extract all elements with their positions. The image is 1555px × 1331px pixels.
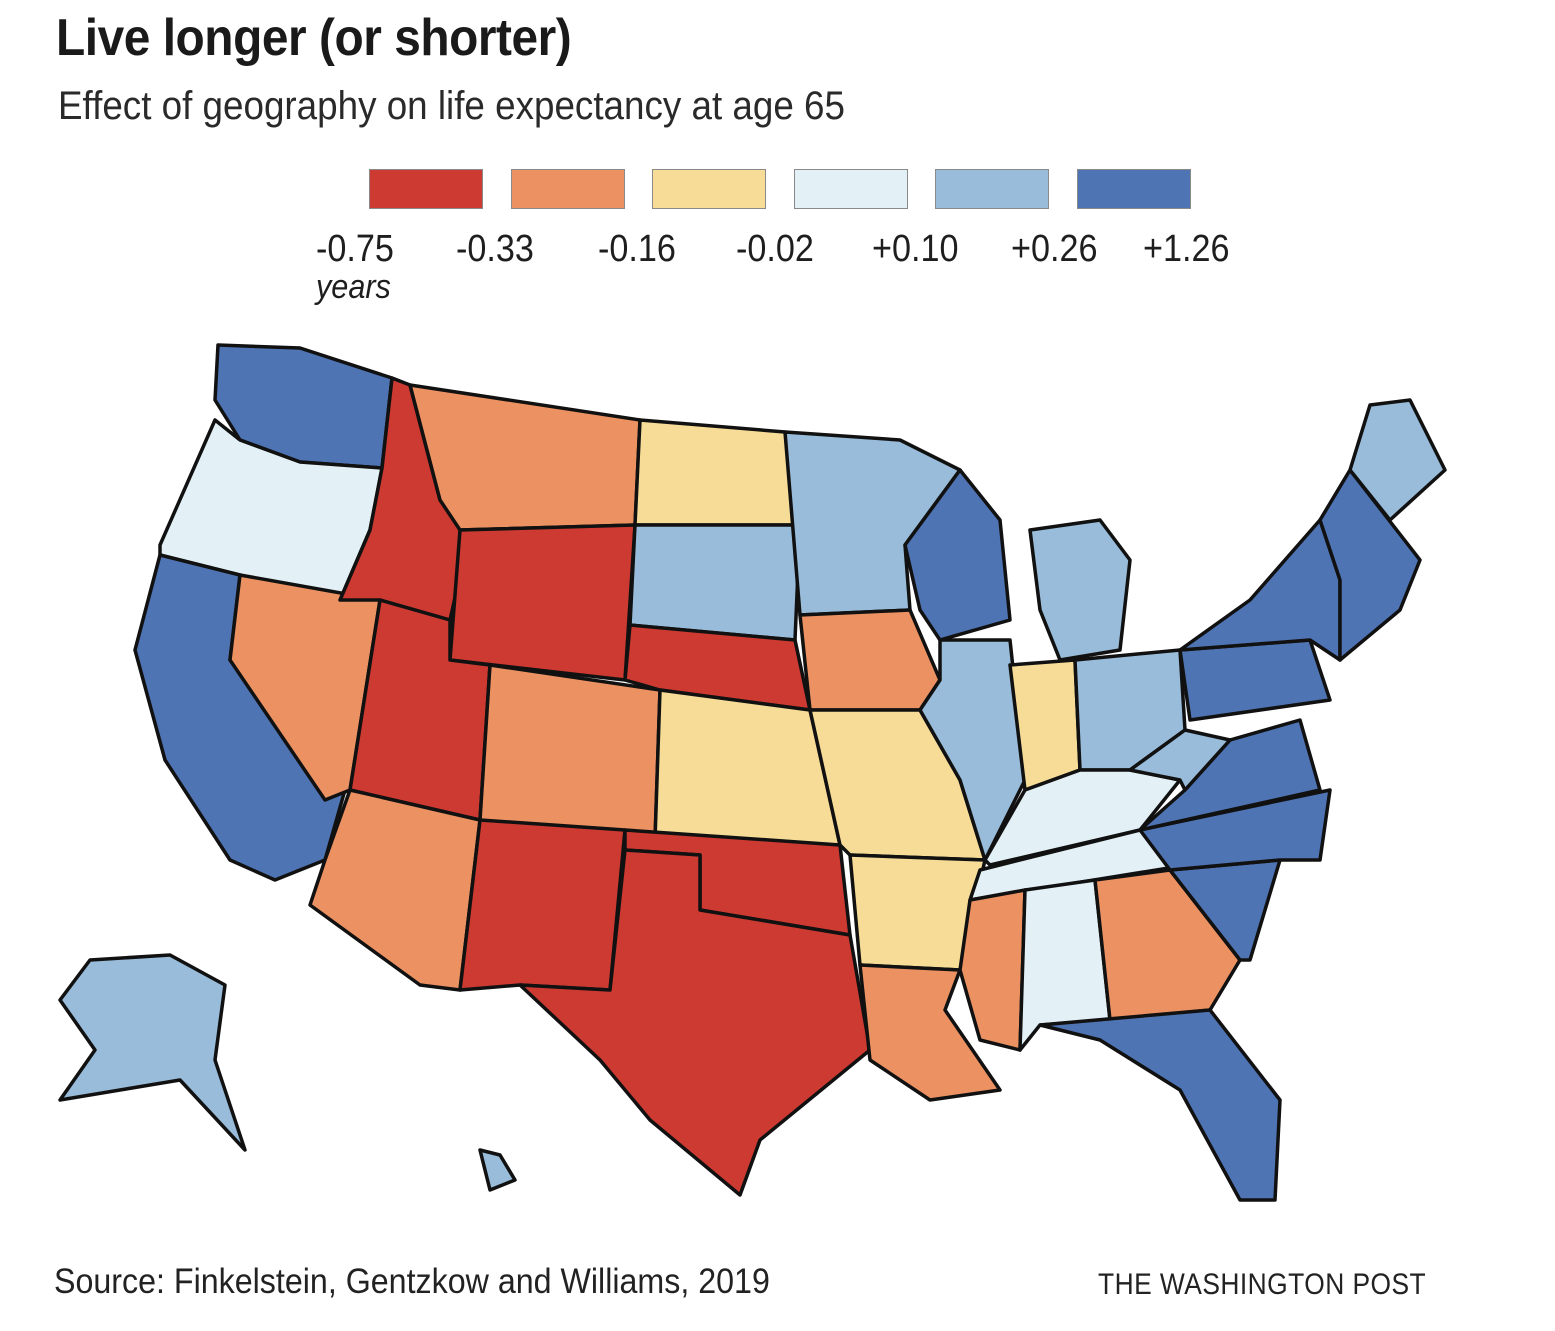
legend-tick-label: -0.75 — [316, 228, 394, 270]
state-region-north-dakota — [633, 418, 802, 527]
legend-swatch — [935, 169, 1049, 209]
color-legend: -0.75 -0.33 -0.16 -0.02 +0.10 +0.26 +1.2… — [300, 160, 1300, 310]
publisher-credit: THE WASHINGTON POST — [1098, 1268, 1427, 1301]
legend-swatch — [794, 169, 908, 209]
state-region-colorado — [478, 663, 662, 842]
legend-tick-label: +1.26 — [1143, 228, 1230, 270]
state-region-georgia — [1093, 868, 1242, 1022]
state-regions — [58, 343, 1447, 1202]
state-region-florida — [1038, 1008, 1282, 1202]
state-region-montana — [408, 383, 642, 532]
legend-tick-label: +0.26 — [1011, 228, 1098, 270]
legend-swatch — [511, 169, 625, 209]
legend-swatch — [652, 169, 766, 209]
state-region-texas — [518, 848, 872, 1197]
source-note: Source: Finkelstein, Gentzkow and Willia… — [54, 1262, 770, 1301]
state-region-new-mexico — [458, 818, 627, 992]
state-region-maine — [1348, 398, 1447, 522]
state-region-west-virginia — [1128, 728, 1232, 792]
chart-subtitle: Effect of geography on life expectancy a… — [58, 84, 845, 128]
legend-swatch — [1077, 169, 1191, 209]
state-region-michigan — [1028, 518, 1132, 662]
legend-tick-label: -0.16 — [598, 228, 676, 270]
state-region-mississippi — [958, 888, 1027, 1052]
us-choropleth-map — [58, 343, 1447, 1202]
state-region-south-dakota — [628, 523, 802, 642]
legend-unit-label: years — [316, 268, 391, 306]
legend-tick-label: -0.02 — [736, 228, 814, 270]
state-region-north-carolina — [1138, 788, 1332, 872]
state-region-pennsylvania — [1178, 638, 1332, 722]
legend-tick-label: +0.10 — [872, 228, 959, 270]
state-region-iowa — [798, 608, 942, 712]
chart-title: Live longer (or shorter) — [56, 9, 572, 67]
state-region-new-york — [1178, 518, 1342, 662]
legend-tick-label: -0.33 — [456, 228, 534, 270]
state-region-alaska — [58, 953, 247, 1152]
legend-swatch — [369, 169, 483, 209]
state-region-wyoming — [448, 523, 637, 682]
state-region-wisconsin — [903, 468, 1012, 642]
state-region-hawaii — [478, 1148, 517, 1192]
